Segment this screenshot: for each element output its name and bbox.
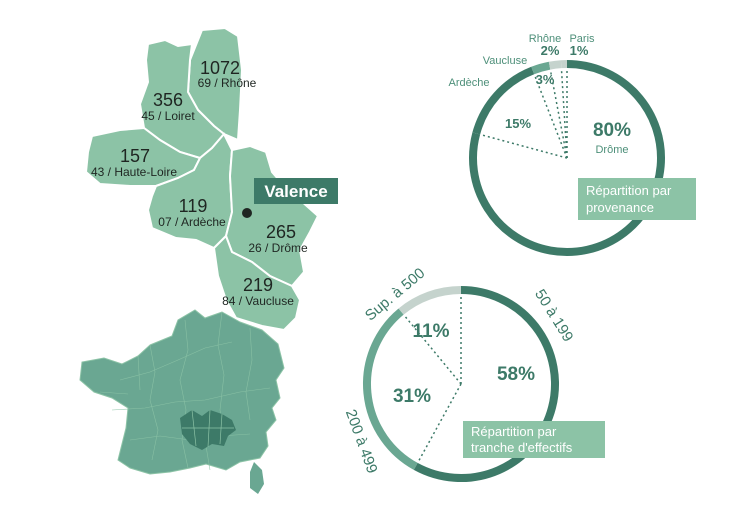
dept-count: 219 [243,275,273,295]
pie-provenance-ring [469,60,665,256]
dept-count: 157 [120,146,150,166]
pie-provenance-dividers [479,68,568,159]
pie-divider [549,69,568,159]
department-map: Valence 1072 69 / Rhône 356 45 / Loiret … [84,26,338,332]
pie-effectifs: 58% 31% 11% 50 à 199 200 à 499 Sup. à 50… [342,265,605,482]
caption-box-provenance [578,178,696,220]
pie-slice-50-199 [413,286,559,482]
pie-slice-vaucluse [531,61,551,75]
valence-label: Valence [264,182,327,201]
pie-slice-sup-500 [398,286,462,315]
dept-label-drome: 265 26 / Drôme [248,222,308,255]
slice-label-paris: Paris [569,33,595,45]
slice-value-drome: 80% [593,120,631,141]
pie-effectifs-ring [363,286,559,482]
caption-provenance-line2: provenance [586,200,654,215]
dept-name: 84 / Vaucluse [222,294,294,308]
caption-effectifs-line1: Répartition par [471,424,557,439]
dept-label-ardeche: 119 07 / Ardèche [158,196,226,229]
dept-name: 69 / Rhône [198,76,257,90]
pie-effectifs-dividers [403,294,462,464]
dept-count: 356 [153,90,183,110]
slice-value-ardeche: 15% [505,116,531,131]
dept-count: 119 [179,196,208,216]
slice-value-rhone: 2% [541,43,560,58]
dept-count: 265 [266,222,296,242]
slice-label-vaucluse: Vaucluse [483,55,527,67]
pie-divider [416,383,462,464]
pie-divider [533,73,568,159]
caption-provenance-line1: Répartition par [586,183,672,198]
caption-effectifs-line2: tranche d'effectifs [471,440,573,455]
pie-provenance: Drôme 80% 15% 3% 2% 1% Ardèche Vaucluse … [449,33,696,256]
slice-value-200-499: 31% [393,386,431,407]
highlighted-region-borders [182,409,234,448]
slice-value-vaucluse: 3% [536,72,555,87]
france-map [79,309,285,494]
dept-label-loiret: 356 45 / Loiret [141,90,195,123]
highlighted-region [180,410,236,450]
dept-name: 43 / Haute-Loire [91,165,177,179]
region-vaucluse [212,234,302,332]
france-outline [79,309,285,475]
slice-value-sup-500: 11% [413,321,450,342]
valence-marker [242,208,252,218]
valence-label-box [254,178,338,204]
region-drome [224,144,320,288]
slice-value-paris: 1% [570,43,589,58]
corsica [250,462,264,494]
pie-slice-200-499 [363,308,418,470]
pie-slice-ard-che [472,66,535,135]
pie-slice-dr-me [469,60,665,256]
pie-divider [403,314,462,385]
caption-box-effectifs [463,421,605,458]
pie-divider [479,133,568,159]
dept-count: 1072 [200,58,240,78]
dept-name: 26 / Drôme [248,241,308,255]
slice-label-ardeche: Ardèche [449,77,490,89]
dept-name: 07 / Ardèche [158,215,226,229]
dept-label-haute-loire: 157 43 / Haute-Loire [91,146,177,179]
slice-value-50-199: 58% [497,364,535,385]
slice-label-rhone: Rhône [529,33,561,45]
dept-label-vaucluse: 219 84 / Vaucluse [222,275,294,308]
dept-label-rhone: 1072 69 / Rhône [198,58,257,90]
dept-name: 45 / Loiret [141,109,195,123]
pie-slice-rh-ne [548,60,562,70]
slice-label-drome: Drôme [595,144,628,156]
pie-divider [560,68,568,159]
